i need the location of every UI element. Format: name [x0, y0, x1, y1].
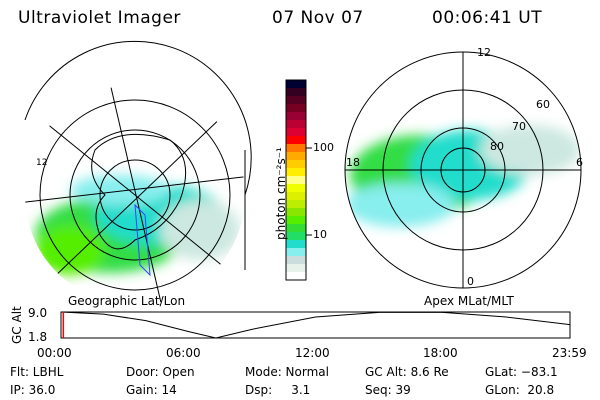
colorbar-swatch [286, 200, 306, 209]
apex-label: Apex MLat/MLT [424, 294, 514, 308]
mlt-12: 12 [477, 46, 491, 59]
xtick-24: 23:59 [552, 346, 587, 360]
polar-image [345, 125, 580, 227]
mlt-0: 0 [467, 275, 474, 288]
lat-60: 60 [536, 98, 550, 111]
colorbar [286, 80, 306, 281]
colorbar-swatch [286, 168, 306, 177]
colorbar-swatch [286, 136, 306, 145]
cbar-tick-100: 100 [313, 141, 334, 154]
colorbar-swatch [286, 96, 306, 105]
colorbar-swatch [286, 248, 306, 257]
seq: Seq: 39 [365, 383, 411, 397]
gc-alt: GC Alt: 8.6 Re [365, 365, 449, 379]
colorbar-swatch [286, 216, 306, 225]
ip: IP: 36.0 [10, 383, 56, 397]
filter: Flt: LBHL [10, 365, 64, 379]
xtick-0: 00:00 [37, 346, 72, 360]
ytick-1.8: 1.8 [28, 330, 48, 344]
colorbar-swatch [286, 120, 306, 129]
xtick-12: 12:00 [295, 346, 330, 360]
colorbar-swatch [286, 104, 306, 113]
colorbar-swatch [286, 192, 306, 201]
colorbar-swatch [286, 256, 306, 265]
colorbar-swatch [286, 112, 306, 121]
left-frame-arc [24, 40, 252, 196]
colorbar-swatch [286, 224, 306, 233]
colorbar-swatch [286, 176, 306, 185]
colorbar-swatch [286, 232, 306, 241]
glat: GLat: −83.1 [485, 365, 558, 379]
cbar-tick-10: 10 [313, 228, 327, 241]
colorbar-swatch [286, 128, 306, 137]
date: 07 Nov 07 [272, 8, 364, 28]
geo-12-label: 12 [36, 158, 48, 168]
altitude-ylabel: GC Alt [10, 306, 24, 344]
mode: Mode: Normal [245, 365, 329, 379]
lat-70: 70 [512, 120, 526, 133]
instrument-title: Ultraviolet Imager [18, 8, 181, 28]
colorbar-swatch [286, 88, 306, 97]
colorbar-swatch [286, 184, 306, 193]
colorbar-swatch [286, 152, 306, 161]
colorbar-unit: photon cm⁻²s⁻¹ [274, 147, 288, 240]
xtick-18: 18:00 [423, 346, 458, 360]
polar-grid [344, 51, 582, 289]
glon: GLon: 20.8 [485, 383, 555, 397]
colorbar-swatch [286, 208, 306, 217]
door: Door: Open [126, 365, 195, 379]
mlt-18: 18 [346, 156, 360, 169]
time: 00:06:41 UT [432, 8, 543, 28]
geographic-label: Geographic Lat/Lon [68, 294, 186, 308]
ytick-9: 9.0 [28, 306, 48, 320]
altitude-series-line [60, 311, 571, 339]
colorbar-swatch [286, 80, 306, 89]
colorbar-swatch [286, 264, 306, 273]
colorbar-swatch [286, 240, 306, 249]
lat-80: 80 [490, 140, 504, 153]
altitude-plot-frame [60, 311, 571, 339]
colorbar-swatch [286, 272, 306, 281]
dsp: Dsp: 3.1 [245, 383, 311, 397]
colorbar-swatch [286, 144, 306, 153]
colorbar-swatch [286, 160, 306, 169]
mlt-6: 6 [576, 156, 583, 169]
xtick-6: 06:00 [166, 346, 201, 360]
geographic-image [25, 85, 245, 305]
gain: Gain: 14 [126, 383, 177, 397]
